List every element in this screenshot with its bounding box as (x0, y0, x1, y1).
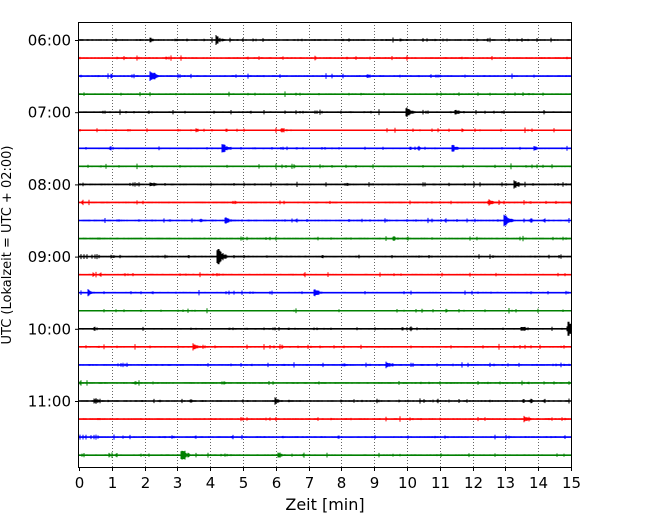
y-tick-label: 08:00 (28, 176, 71, 194)
x-tick-label: 8 (337, 474, 347, 492)
trace-layer (78, 35, 572, 460)
y-axis: 06:00 07:00 08:00 09:00 10:00 11:00 (28, 32, 79, 411)
x-tick-label: 10 (398, 474, 417, 492)
y-tick-label: 11:00 (28, 393, 71, 411)
x-axis-label: Zeit [min] (285, 495, 364, 514)
y-axis-label: UTC (Lokalzeit = UTC + 02:00) (0, 146, 15, 345)
x-tick-label: 1 (108, 474, 118, 492)
x-tick-label: 7 (305, 474, 315, 492)
x-tick-label: 0 (75, 474, 85, 492)
x-tick-label: 11 (431, 474, 450, 492)
x-tick-label: 6 (272, 474, 282, 492)
grid-layer (112, 22, 539, 467)
x-axis: 0 1 2 3 4 5 6 7 8 9 10 11 12 13 14 15 (75, 467, 581, 492)
y-tick-label: 10:00 (28, 320, 71, 338)
y-tick-label: 06:00 (28, 32, 71, 50)
x-tick-label: 5 (239, 474, 249, 492)
x-tick-label: 13 (496, 474, 515, 492)
y-tick-label: 09:00 (28, 248, 71, 266)
x-tick-label: 2 (141, 474, 151, 492)
x-tick-label: 12 (464, 474, 483, 492)
x-tick-label: 4 (206, 474, 216, 492)
y-tick-label: 07:00 (28, 104, 71, 122)
x-tick-label: 9 (370, 474, 380, 492)
x-tick-label: 3 (173, 474, 183, 492)
x-tick-label: 14 (529, 474, 548, 492)
x-tick-label: 15 (562, 474, 581, 492)
plot-frame (78, 22, 572, 468)
